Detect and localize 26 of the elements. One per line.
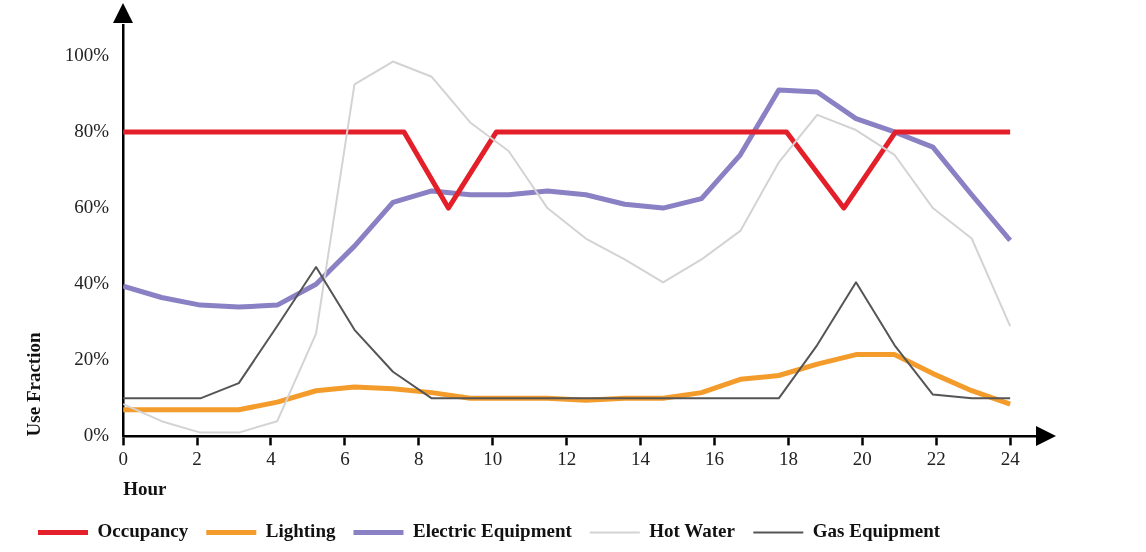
legend-label: Occupancy: [97, 520, 189, 542]
y-tick-label: 80%: [74, 119, 110, 141]
x-tick-label: 10: [483, 447, 503, 469]
y-tick-label: 60%: [74, 196, 110, 218]
x-tick-label: 4: [266, 447, 277, 469]
x-axis-title: Hour: [123, 477, 167, 499]
y-axis-title: Use Fraction: [23, 332, 45, 437]
y-tick-label: 20%: [74, 348, 110, 370]
x-tick-label: 20: [852, 447, 872, 469]
x-tick-label: 18: [778, 447, 798, 469]
legend-label: Lighting: [265, 520, 336, 542]
y-tick-label: 100%: [64, 43, 110, 65]
y-tick-label: 0%: [83, 424, 110, 446]
legend-label: Electric Equipment: [412, 520, 573, 542]
x-tick-label: 14: [631, 447, 651, 469]
x-tick-label: 8: [414, 447, 424, 469]
y-tick-label: 40%: [74, 272, 110, 294]
x-tick-label: 24: [1000, 447, 1021, 469]
x-tick-label: 22: [926, 447, 946, 469]
x-tick-label: 16: [704, 447, 724, 469]
legend-label: Hot Water: [649, 520, 736, 542]
x-tick-label: 2: [192, 447, 202, 469]
x-tick-label: 6: [340, 447, 350, 469]
x-tick-label: 0: [118, 447, 128, 469]
legend-label: Gas Equipment: [812, 520, 941, 542]
x-tick-label: 12: [557, 447, 577, 469]
